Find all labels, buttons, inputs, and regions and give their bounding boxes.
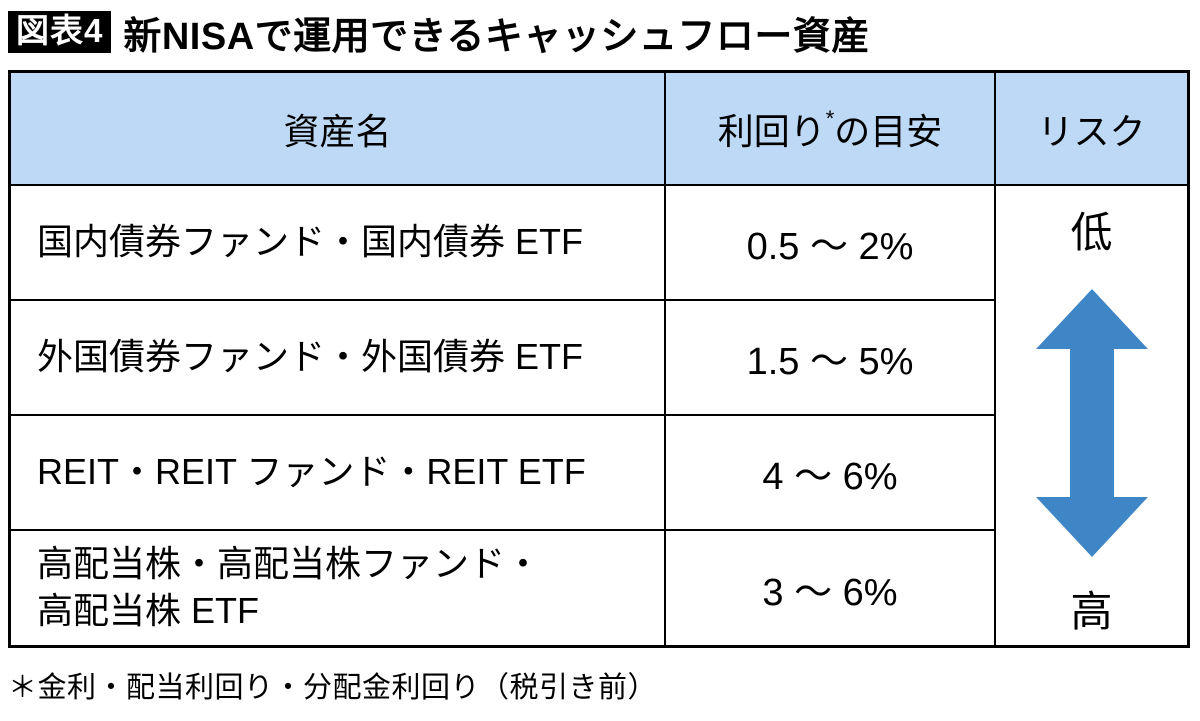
- figure-title: 新NISAで運用できるキャッシュフロー資産: [123, 15, 870, 58]
- risk-arrow-icon: [1035, 288, 1148, 557]
- table-row-yield: 1.5 ～ 5%: [666, 301, 996, 416]
- table-row-asset: 高配当株・高配当株ファンド・ 高配当株 ETF: [11, 531, 666, 645]
- table-row-yield: 0.5 ～ 2%: [666, 186, 996, 301]
- yield-asterisk: *: [825, 105, 835, 131]
- asset-table: 資産名 利回り * の目安 リスク 国内債券ファンド・国内債券 ETF 0.5 ～ …: [8, 70, 1190, 648]
- table-row-yield: 3 ～ 6%: [666, 531, 996, 645]
- risk-low-label: 低: [1070, 209, 1113, 256]
- table-row-asset: 外国債券ファンド・外国債券 ETF: [11, 301, 666, 416]
- table-row-asset: REIT・REIT ファンド・REIT ETF: [11, 416, 666, 531]
- figure-title-row: 図表4 新NISAで運用できるキャッシュフロー資産: [8, 8, 1192, 58]
- col-header-yield: 利回り * の目安: [666, 73, 996, 186]
- figure-container: 図表4 新NISAで運用できるキャッシュフロー資産 資産名 利回り * の目安 リス…: [8, 8, 1192, 706]
- risk-scale-cell: 低 高: [996, 186, 1187, 645]
- col-header-asset: 資産名: [11, 73, 666, 186]
- table-row-asset: 国内債券ファンド・国内債券 ETF: [11, 186, 666, 301]
- footnote: ＊金利・配当利回り・分配金利回り（税引き前）: [8, 672, 658, 704]
- col-header-risk: リスク: [996, 73, 1187, 186]
- table-row-yield: 4 ～ 6%: [666, 416, 996, 531]
- yield-header-text: 利回り: [717, 110, 826, 152]
- risk-high-label: 高: [1070, 587, 1113, 635]
- figure-tag-badge: 図表4: [8, 10, 112, 54]
- yield-header-suffix: の目安: [834, 110, 943, 152]
